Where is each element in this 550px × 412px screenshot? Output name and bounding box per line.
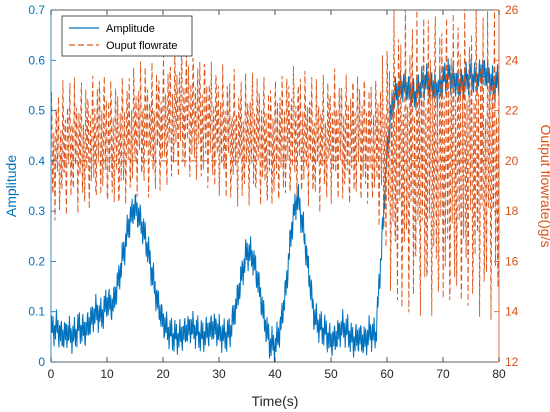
axes: 0 10 20 30 40 50 60 70 80 0 0.1 0.2 0.3 0.4 0.5 0.6 0.7 1… bbox=[3, 3, 550, 409]
y-right-tick-label: 26 bbox=[505, 3, 519, 17]
y-right-tick-label: 14 bbox=[505, 305, 519, 319]
y-left-tick-label: 0 bbox=[38, 355, 45, 369]
x-tick-label: 80 bbox=[492, 367, 506, 381]
y-axis-right-label: Output flowrate()g/s bbox=[538, 125, 550, 248]
y-right-tick-label: 20 bbox=[505, 154, 519, 168]
y-right-tick-label: 16 bbox=[505, 254, 519, 268]
x-tick-label: 0 bbox=[48, 367, 55, 381]
y-left-tick-label: 0.1 bbox=[28, 305, 45, 319]
y-axis-left-label: Amplitude bbox=[3, 155, 19, 217]
y-left-tick-label: 0.5 bbox=[28, 104, 45, 118]
series-line-flowrate bbox=[51, 10, 499, 320]
y-left-tick-label: 0.2 bbox=[28, 254, 45, 268]
x-tick-label: 30 bbox=[212, 367, 226, 381]
y-right-tick-label: 24 bbox=[505, 53, 519, 67]
y-left-tick-label: 0.4 bbox=[28, 154, 45, 168]
x-tick-label: 20 bbox=[156, 367, 170, 381]
y-right-tick-label: 18 bbox=[505, 204, 519, 218]
legend-box bbox=[61, 15, 193, 57]
x-axis-label: Time(s) bbox=[252, 393, 299, 409]
x-tick-label: 10 bbox=[100, 367, 114, 381]
x-tick-label: 40 bbox=[268, 367, 282, 381]
legend: Amplitude Ouput flowrate bbox=[61, 15, 193, 57]
y-left-tick-label: 0.6 bbox=[28, 53, 45, 67]
y-left-tick-label: 0.7 bbox=[28, 3, 45, 17]
plot-area bbox=[51, 10, 499, 362]
legend-label: Ouput flowrate bbox=[106, 40, 178, 52]
series-line-amplitude bbox=[51, 58, 499, 362]
legend-label: Amplitude bbox=[106, 23, 155, 35]
y-left-tick-label: 0.3 bbox=[28, 204, 45, 218]
y-right-tick-label: 22 bbox=[505, 104, 519, 118]
x-tick-label: 70 bbox=[436, 367, 450, 381]
x-tick-label: 50 bbox=[324, 367, 338, 381]
x-tick-label: 60 bbox=[380, 367, 394, 381]
y-right-tick-label: 12 bbox=[505, 355, 519, 369]
